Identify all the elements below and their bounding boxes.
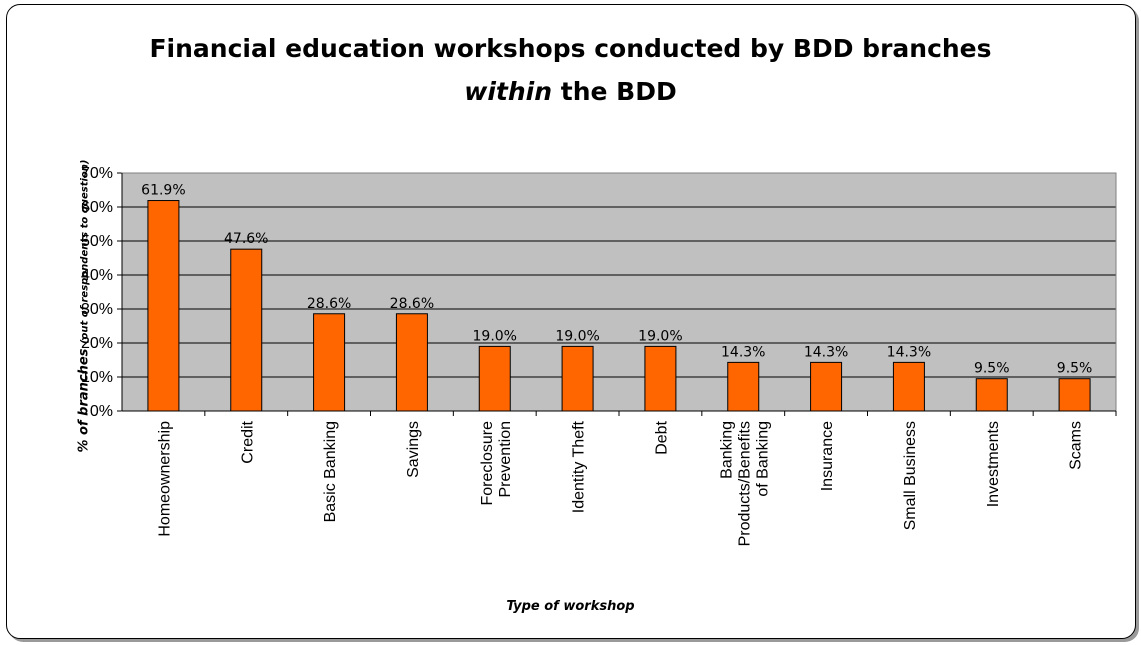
x-tick-label: Scams [1068,421,1085,470]
x-tick-label: Savings [405,421,422,478]
bar [1058,378,1091,412]
x-tick-label: Foreclosure [479,421,496,506]
bar [561,345,594,412]
x-tick-label: Insurance [819,421,836,491]
y-tick-label: 50% [81,233,113,250]
x-tick-label: Debt [653,420,670,454]
data-label: 9.5% [974,361,1010,377]
x-tick-label: Products/Benefits [736,421,753,546]
bar [727,361,760,412]
x-tick-label: Basic Banking [322,421,339,522]
data-label: 47.6% [224,231,268,247]
data-label: 19.0% [638,328,682,344]
y-tick-label: 20% [81,335,113,352]
x-tick-label: Homeownership [156,421,173,537]
data-label: 28.6% [307,296,351,312]
y-tick-label: 30% [81,301,113,318]
x-tick-label: of Banking [754,421,771,497]
x-tick-label: Investments [985,421,1002,507]
data-label: 28.6% [390,296,434,312]
data-label: 9.5% [1057,361,1093,377]
plot-area [122,173,1116,411]
bar [975,378,1008,412]
chart-title-line2: within the BDD [0,79,1141,104]
bar [147,200,180,412]
bar [230,248,263,412]
y-tick-label: 10% [81,369,113,386]
x-axis-title: Type of workshop [506,599,635,614]
chart-title-rest: the BDD [552,77,677,106]
y-tick-label: 40% [81,267,113,284]
x-tick-label: Small Business [902,421,919,530]
data-label: 19.0% [555,328,599,344]
chart-title-italic: within [464,77,553,106]
bar [644,345,677,412]
bar [892,361,925,412]
bar [313,313,346,412]
x-tick-label: Credit [239,420,256,463]
data-label: 19.0% [473,328,517,344]
x-tick-label: Banking [718,421,735,479]
data-label: 14.3% [804,344,848,360]
y-tick-label: 0% [90,403,113,420]
x-tick-label: Identity Theft [571,420,588,513]
y-tick-label: 60% [81,199,113,216]
chart-title-line1: Financial education workshops conducted … [149,34,992,63]
data-label: 14.3% [887,344,931,360]
x-tick-label: Prevention [497,421,514,498]
bar [810,361,843,412]
data-label: 14.3% [721,344,765,360]
bar [478,345,511,412]
bar [395,313,428,412]
data-label: 61.9% [141,183,185,199]
y-tick-label: 70% [81,165,113,182]
